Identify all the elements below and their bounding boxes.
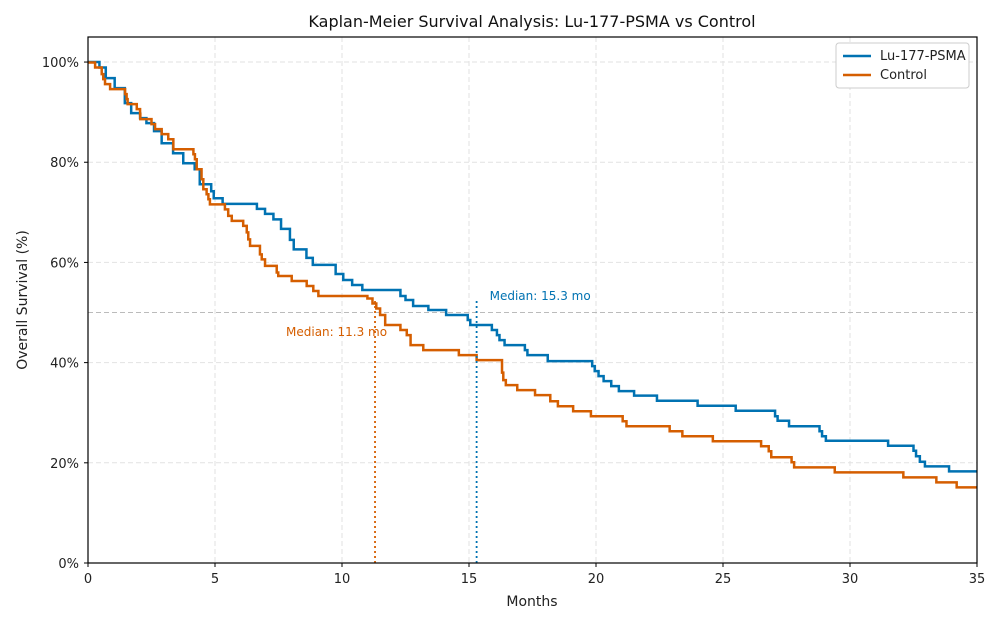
legend-label-control: Control <box>880 68 927 83</box>
axis-ticks: 0 5 10 15 20 25 30 35 0% 20% 40% 60% 80% 100% <box>42 56 985 587</box>
y-tick-label: 20% <box>50 457 79 472</box>
y-axis-label: Overall Survival (%) <box>15 230 31 370</box>
y-tick-label: 60% <box>50 256 79 271</box>
legend: Lu-177-PSMA Control <box>835 42 970 89</box>
chart-title: Kaplan-Meier Survival Analysis: Lu-177-P… <box>308 12 755 31</box>
legend-label-lu177: Lu-177-PSMA <box>880 49 966 64</box>
x-tick-label: 0 <box>84 572 92 587</box>
median-markers: Median: 15.3 mo Median: 11.3 mo <box>286 289 591 563</box>
x-tick-label: 10 <box>334 572 351 587</box>
survival-curve-lu177 <box>88 60 977 473</box>
x-tick-label: 30 <box>842 572 859 587</box>
x-tick-label: 20 <box>588 572 605 587</box>
survival-curve-control <box>88 61 977 489</box>
median-label-control: Median: 11.3 mo <box>286 325 387 339</box>
legend-box <box>835 42 970 89</box>
x-axis-label: Months <box>506 594 557 610</box>
y-tick-label: 0% <box>58 557 79 572</box>
x-tick-label: 25 <box>715 572 732 587</box>
x-tick-label: 35 <box>969 572 986 587</box>
y-tick-label: 80% <box>50 156 79 171</box>
y-tick-label: 100% <box>42 56 79 71</box>
series-group <box>88 60 977 489</box>
median-label-lu177: Median: 15.3 mo <box>490 289 591 303</box>
x-tick-label: 15 <box>461 572 478 587</box>
plot-frame <box>87 36 978 564</box>
x-tick-label: 5 <box>211 572 219 587</box>
y-tick-label: 40% <box>50 357 79 372</box>
